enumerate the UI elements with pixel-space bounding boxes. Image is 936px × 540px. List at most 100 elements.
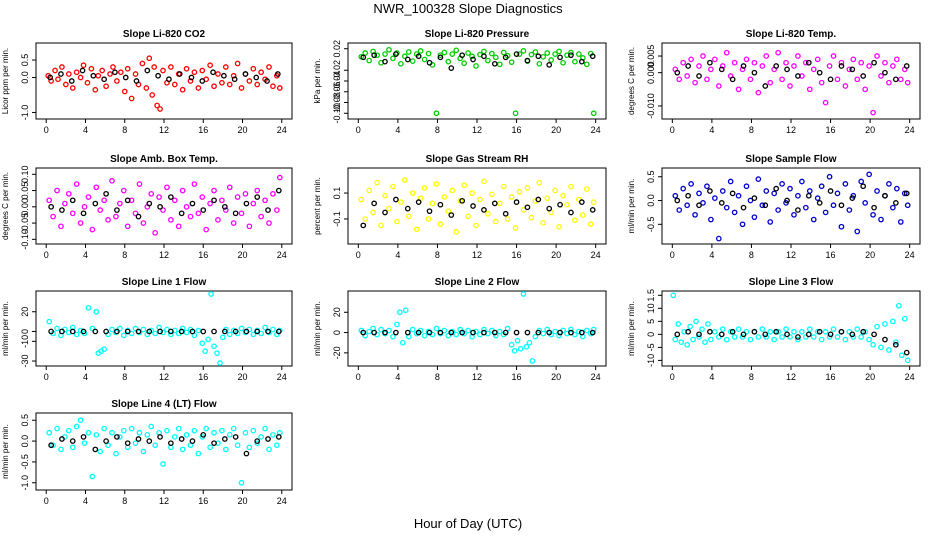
data-point (81, 440, 88, 447)
data-point (112, 69, 118, 76)
data-point (791, 328, 797, 335)
x-tick-label: 8 (749, 125, 754, 135)
data-point (822, 99, 829, 106)
data-point (707, 188, 713, 194)
data-point (59, 207, 65, 213)
data-point (425, 328, 432, 335)
data-point (583, 186, 590, 193)
data-point (360, 329, 367, 336)
data-point (397, 309, 403, 316)
data-point (107, 71, 113, 77)
x-tick-label: 12 (159, 125, 169, 135)
data-point (532, 197, 539, 204)
data-point (191, 427, 198, 434)
data-point (524, 185, 531, 191)
x-tick-label: 24 (591, 250, 601, 260)
data-point (502, 329, 509, 336)
data-point (270, 190, 276, 197)
data-point (827, 331, 834, 338)
data-point (711, 56, 718, 63)
data-point (491, 329, 498, 336)
data-point (394, 50, 400, 56)
data-point (767, 219, 774, 225)
data-point (109, 429, 115, 436)
data-point (672, 192, 679, 199)
data-point (199, 67, 206, 74)
data-point (58, 223, 64, 230)
data-point (270, 83, 276, 90)
data-point (65, 71, 72, 77)
data-point (470, 56, 476, 63)
data-point (496, 328, 503, 335)
series-2 (48, 431, 282, 457)
data-point (157, 328, 163, 335)
data-point (437, 329, 444, 336)
data-point (488, 191, 495, 198)
data-point (124, 223, 131, 230)
series-1 (670, 292, 911, 364)
data-point (508, 341, 515, 348)
data-point (93, 308, 100, 315)
x-tick-label: 16 (826, 372, 836, 382)
y-axis-label: ml/min per min. (627, 301, 636, 356)
x-tick-label: 8 (435, 372, 440, 382)
y-axis-label: kPa per min. (313, 59, 322, 104)
data-point (560, 192, 566, 199)
data-point (146, 328, 153, 335)
x-tick-label: 8 (122, 496, 127, 506)
data-point (50, 213, 56, 220)
data-point (685, 328, 691, 335)
data-point (95, 72, 102, 79)
data-point (763, 334, 770, 340)
data-point (114, 78, 120, 84)
data-point (90, 72, 97, 79)
y-tick-label: 20 (332, 307, 342, 317)
x-tick-label: 12 (472, 372, 482, 382)
data-point (893, 56, 900, 63)
data-point (779, 76, 785, 83)
x-tick-label: 20 (865, 250, 875, 260)
data-point (404, 205, 411, 212)
y-tick-label: -30 (20, 355, 30, 368)
data-point (262, 197, 268, 204)
data-point (54, 187, 60, 194)
data-point (253, 74, 260, 81)
data-point (740, 331, 747, 338)
data-point (578, 58, 585, 65)
data-point (266, 329, 272, 336)
data-point (784, 197, 790, 204)
data-point (680, 59, 687, 66)
x-tick-label: 16 (826, 125, 836, 135)
data-point (157, 106, 163, 112)
data-point (516, 188, 523, 195)
y-axis-label: degrees C per min. (627, 47, 636, 115)
data-point (415, 199, 422, 205)
data-point (802, 59, 809, 66)
data-point (77, 417, 84, 424)
x-tick-label: 12 (159, 372, 169, 382)
data-point (773, 63, 780, 69)
data-point (183, 329, 190, 336)
data-point (688, 56, 694, 63)
data-point (481, 326, 487, 333)
data-point (80, 210, 87, 217)
data-point (903, 349, 910, 356)
data-point (528, 214, 535, 221)
data-point (402, 307, 409, 314)
x-tick-label: 0 (44, 250, 49, 260)
data-point (783, 326, 789, 333)
data-point (404, 329, 411, 336)
data-point (814, 56, 821, 63)
data-point (409, 190, 416, 196)
data-point (461, 60, 467, 67)
data-point (210, 69, 216, 76)
data-point (874, 53, 880, 59)
data-point (220, 334, 226, 341)
data-point (399, 339, 406, 346)
x-tick-label: 4 (395, 125, 400, 135)
data-point (830, 53, 837, 59)
data-point (386, 205, 392, 212)
data-point (578, 199, 585, 205)
y-tick-label: 1.5 (646, 289, 656, 302)
data-point (46, 429, 53, 436)
